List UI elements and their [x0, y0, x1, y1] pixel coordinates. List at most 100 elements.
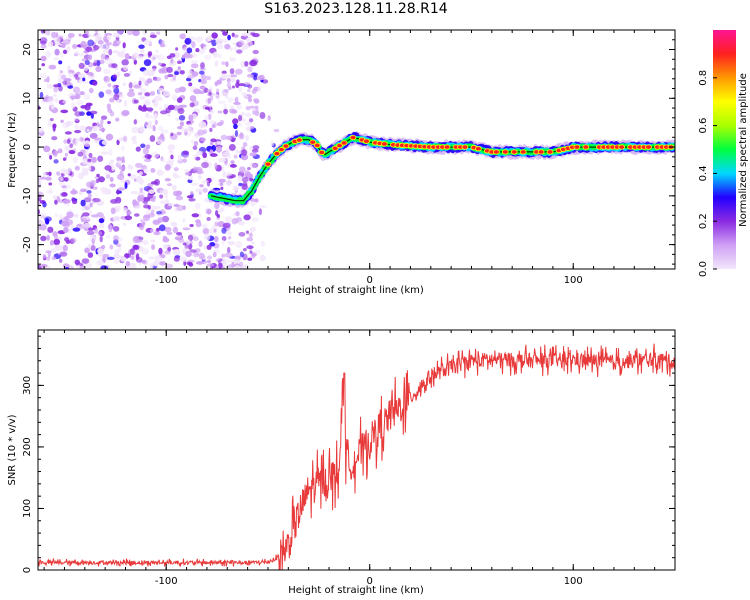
noise-dot: [200, 137, 206, 142]
noise-dot: [90, 244, 96, 251]
noise-dot: [158, 125, 164, 131]
noise-dot: [220, 186, 224, 190]
noise-dot: [58, 35, 64, 40]
noise-dot: [133, 84, 141, 89]
noise-dot: [222, 222, 231, 229]
noise-dot: [74, 165, 80, 171]
noise-dot: [233, 101, 241, 106]
noise-dot: [122, 82, 126, 87]
noise-dot: [106, 256, 115, 260]
ridge-peak: [341, 141, 347, 145]
noise-dot: [202, 227, 210, 235]
noise-dot: [73, 142, 79, 147]
noise-dot: [92, 197, 101, 203]
ridge-peak: [511, 150, 517, 154]
noise-dot: [182, 227, 191, 231]
noise-dot: [133, 213, 140, 217]
noise-dot: [252, 145, 260, 150]
noise-dot: [123, 207, 128, 213]
noise-dot: [154, 119, 158, 126]
noise-dot: [145, 112, 150, 119]
noise-dot: [129, 248, 135, 255]
noise-dot: [198, 252, 205, 260]
noise-dot: [87, 252, 94, 258]
noise-dot: [206, 217, 211, 221]
noise-dot: [149, 135, 156, 142]
noise-dot: [152, 219, 161, 225]
noise-dot: [152, 56, 156, 61]
noise-dot: [62, 99, 68, 104]
noise-dot: [99, 235, 103, 243]
noise-dot: [84, 149, 89, 155]
noise-dot: [197, 129, 205, 136]
noise-dot: [54, 150, 59, 154]
noise-dot: [229, 77, 236, 83]
noise-dot: [122, 42, 126, 49]
noise-dot: [149, 34, 157, 39]
noise-dot: [217, 110, 223, 114]
noise-dot: [161, 159, 166, 163]
y-tick-label: 0: [22, 144, 33, 150]
noise-dot: [230, 74, 238, 78]
noise-dot: [159, 68, 166, 72]
noise-dot: [109, 97, 115, 103]
noise-dot: [235, 255, 241, 260]
noise-dot: [103, 75, 110, 83]
ridge-peak: [274, 151, 280, 156]
noise-dot: [52, 84, 60, 88]
noise-dot: [241, 32, 249, 37]
noise-dot: [223, 108, 228, 115]
noise-dot: [74, 129, 82, 134]
noise-dot: [107, 224, 113, 230]
noise-dot: [181, 54, 186, 59]
noise-dot: [110, 199, 118, 204]
noise-dot: [47, 41, 54, 47]
snr-series-line: [38, 343, 675, 570]
noise-dot: [202, 223, 208, 229]
noise-dot: [238, 85, 243, 93]
noise-dot: [138, 171, 143, 176]
noise-dot: [227, 34, 231, 41]
noise-dot: [114, 248, 120, 256]
noise-dot: [93, 44, 100, 51]
noise-dot: [189, 95, 197, 102]
noise-dot: [211, 32, 218, 39]
noise-dot: [88, 243, 92, 249]
noise-dot: [223, 103, 227, 110]
noise-dot: [252, 49, 259, 55]
noise-dot: [251, 33, 260, 38]
noise-dot: [81, 258, 90, 264]
noise-dot: [164, 164, 171, 171]
noise-dot: [244, 169, 251, 177]
noise-dot: [44, 218, 50, 225]
noise-dot: [191, 41, 196, 48]
noise-dot: [190, 182, 199, 186]
y-axis-label-top: Frequency (Hz): [7, 112, 18, 188]
ridge-peak: [381, 142, 387, 146]
noise-dot: [231, 85, 236, 89]
noise-dot: [170, 57, 174, 64]
snr-panel: -100 0 100 0 100 200 300 Height of straight l…: [7, 329, 676, 596]
x-axis-label-top: Height of straight line (km): [288, 285, 424, 296]
ridge-peak: [363, 139, 370, 144]
noise-dot: [233, 123, 238, 130]
ridge-peak: [332, 146, 338, 151]
noise-dot: [130, 255, 135, 260]
noise-dot: [138, 44, 145, 49]
noise-dot: [214, 162, 218, 170]
noise-dot: [98, 128, 106, 132]
noise-dot: [166, 231, 173, 236]
noise-dot: [124, 215, 133, 221]
noise-dot: [177, 107, 185, 115]
noise-dot: [220, 134, 228, 141]
noise-dot: [46, 235, 50, 241]
noise-dot: [113, 39, 121, 46]
noise-dot: [254, 105, 259, 110]
noise-dot: [156, 210, 162, 215]
noise-dot: [113, 253, 119, 259]
noise-dot: [159, 110, 168, 115]
noise-dot: [38, 219, 44, 226]
noise-dot: [227, 97, 234, 103]
noise-dot: [267, 115, 271, 122]
noise-dot: [153, 113, 158, 120]
